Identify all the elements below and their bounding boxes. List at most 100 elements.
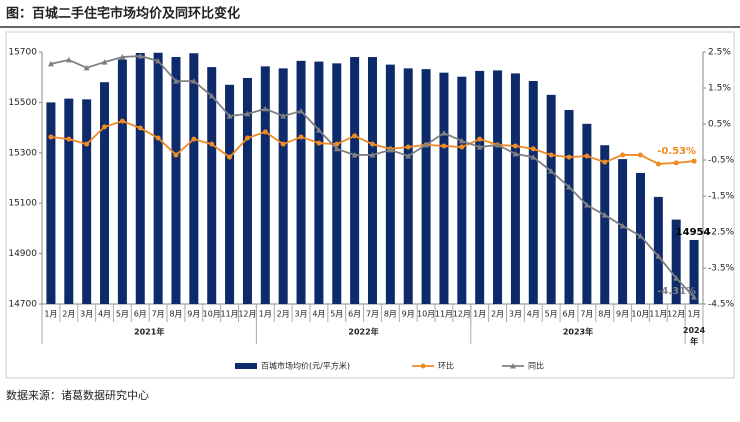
x-tick-label: 12月	[453, 310, 471, 319]
x-tick-label: 10月	[631, 310, 649, 319]
marker	[119, 54, 126, 60]
bar	[582, 123, 592, 304]
marker	[227, 154, 233, 160]
marker	[566, 154, 572, 160]
marker	[190, 78, 197, 84]
data-label: 14954	[676, 227, 711, 238]
bar	[403, 68, 413, 304]
data-label: -4.31%	[657, 286, 696, 297]
marker	[334, 141, 340, 147]
y2-tick-label: -0.5%	[708, 156, 735, 166]
x-tick-label: 1月	[688, 310, 701, 319]
marker	[512, 143, 518, 149]
marker	[315, 127, 322, 133]
bar	[153, 52, 163, 305]
marker	[548, 168, 555, 174]
marker	[316, 140, 322, 146]
bar	[689, 239, 699, 304]
x-tick-label: 4月	[312, 310, 325, 319]
marker	[119, 118, 125, 124]
x-tick-label: 7月	[152, 310, 165, 319]
x-tick-label: 7月	[366, 310, 379, 319]
marker	[405, 153, 412, 159]
x-tick-label: 12月	[667, 310, 685, 319]
y2-tick-label: -2.5%	[708, 228, 735, 238]
x-tick-label: 12月	[238, 310, 256, 319]
legend-marker	[420, 363, 426, 369]
marker	[65, 56, 72, 63]
x-tick-label: 6月	[348, 310, 361, 319]
marker	[298, 134, 304, 140]
marker	[566, 184, 573, 190]
year-label: 2024 年	[683, 326, 706, 346]
marker	[173, 152, 179, 158]
marker	[84, 141, 90, 147]
x-tick-label: 4月	[98, 310, 111, 319]
marker	[47, 60, 54, 67]
marker	[101, 59, 108, 65]
marker	[262, 105, 269, 112]
x-tick-label: 9月	[402, 310, 415, 319]
marker	[476, 144, 483, 150]
x-tick-label: 2月	[491, 310, 504, 319]
legend-swatch	[235, 363, 257, 369]
marker	[459, 144, 465, 150]
marker	[477, 136, 483, 142]
y2-tick-label: 0.5%	[708, 120, 731, 130]
bar	[82, 99, 92, 304]
marker	[137, 125, 143, 131]
x-tick-label: 3月	[509, 310, 522, 319]
x-tick-label: 5月	[330, 310, 343, 319]
bar	[564, 109, 574, 305]
bar	[314, 61, 324, 304]
marker	[548, 152, 554, 158]
x-tick-label: 1月	[259, 310, 272, 319]
x-tick-label: 8月	[598, 310, 611, 319]
y2-tick-label: -3.5%	[708, 264, 735, 274]
bar	[457, 76, 467, 304]
marker	[387, 146, 394, 153]
marker	[584, 153, 590, 159]
marker	[441, 143, 447, 149]
bar	[207, 67, 217, 305]
bar	[546, 94, 556, 304]
marker	[619, 222, 626, 229]
marker	[48, 134, 54, 140]
x-tick-label: 2月	[277, 310, 290, 319]
year-label: 2021年	[134, 327, 164, 337]
x-tick-label: 8月	[169, 310, 182, 319]
bar	[242, 77, 252, 305]
bar	[385, 64, 395, 304]
chart-frame	[5, 31, 735, 379]
bar	[421, 69, 431, 304]
marker	[137, 52, 144, 59]
marker	[369, 151, 376, 158]
data-label: -0.53%	[657, 146, 696, 157]
y-tick-label: 14900	[8, 249, 37, 259]
y-tick-label: 15500	[8, 98, 37, 108]
marker	[691, 294, 698, 300]
marker	[655, 161, 661, 167]
y-tick-label: 15100	[8, 199, 37, 209]
marker	[530, 146, 536, 152]
x-tick-label: 9月	[187, 310, 200, 319]
bar	[439, 72, 449, 304]
marker	[83, 64, 90, 71]
x-tick-label: 5月	[116, 310, 129, 319]
x-tick-label: 11月	[435, 310, 453, 319]
marker	[280, 113, 287, 119]
marker	[262, 129, 268, 135]
y2-tick-label: -1.5%	[708, 192, 735, 202]
chart-title: 图：百城二手住宅市场均价及同环比变化	[6, 6, 240, 22]
marker	[655, 253, 662, 259]
bar	[260, 66, 270, 304]
marker	[637, 232, 644, 239]
x-tick-label: 7月	[580, 310, 593, 319]
bar	[510, 73, 520, 304]
bar	[296, 60, 306, 304]
x-tick-label: 6月	[134, 310, 147, 319]
marker	[423, 141, 430, 148]
marker	[602, 159, 608, 165]
x-tick-label: 10月	[417, 310, 435, 319]
marker	[209, 141, 215, 147]
